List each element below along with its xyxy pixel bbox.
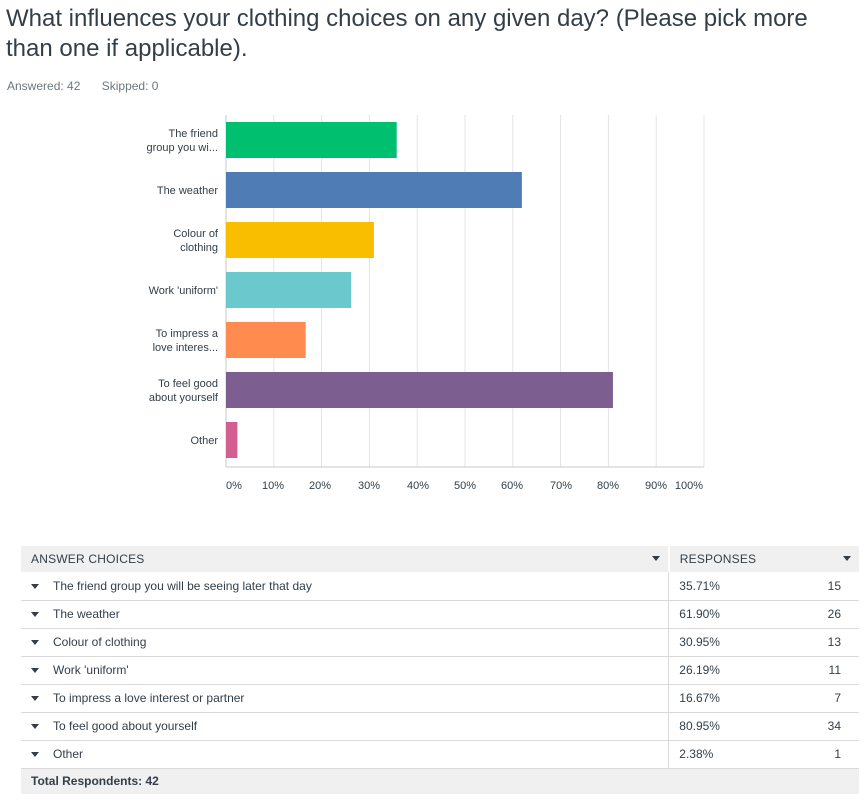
table-row: The friend group you will be seeing late… <box>21 572 859 600</box>
response-count: 11 <box>828 663 841 677</box>
response-stats: Answered: 42 Skipped: 0 <box>7 79 176 93</box>
bar[interactable] <box>226 272 352 308</box>
response-count: 7 <box>834 691 841 705</box>
response-percent: 26.19% <box>679 663 720 677</box>
table-row: The weather 61.90% 26 <box>21 600 859 628</box>
table-row: Colour of clothing 30.95% 13 <box>21 628 859 656</box>
x-tick-label: 30% <box>358 480 380 492</box>
x-tick-label: 70% <box>550 480 572 492</box>
response-count: 15 <box>827 578 841 593</box>
answer-label: Colour of clothing <box>53 635 147 649</box>
expand-caret-icon[interactable] <box>31 724 39 730</box>
expand-caret-icon[interactable] <box>31 612 39 618</box>
answer-choices-header-label: ANSWER CHOICES <box>31 552 145 566</box>
expand-caret-icon[interactable] <box>31 640 39 646</box>
category-label: group you wi... <box>146 142 218 154</box>
total-row: Total Respondents: 42 <box>21 768 859 794</box>
category-label: Colour of <box>173 228 219 240</box>
category-label: clothing <box>180 242 218 254</box>
response-percent: 61.90% <box>679 607 720 621</box>
x-tick-label: 10% <box>262 480 284 492</box>
total-respondents: Total Respondents: 42 <box>31 774 159 789</box>
table-header-row: ANSWER CHOICES RESPONSES <box>21 546 859 572</box>
sort-caret-icon[interactable] <box>651 556 660 561</box>
bar[interactable] <box>226 372 613 408</box>
answer-cell[interactable]: To impress a love interest or partner <box>21 684 670 712</box>
x-tick-label: 100% <box>675 480 703 492</box>
response-count: 34 <box>827 719 841 733</box>
category-label: love interes... <box>153 342 218 354</box>
x-tick-label: 80% <box>597 480 619 492</box>
answer-cell[interactable]: The weather <box>21 600 670 628</box>
response-count: 13 <box>827 635 841 649</box>
answer-label: The weather <box>53 607 120 621</box>
category-label: about yourself <box>149 392 219 404</box>
response-count: 26 <box>827 607 841 621</box>
skipped-count: Skipped: 0 <box>101 79 159 93</box>
category-label: The weather <box>157 185 218 197</box>
answer-cell[interactable]: The friend group you will be seeing late… <box>21 572 670 600</box>
category-label: To impress a <box>156 328 219 340</box>
answer-label: Other <box>53 747 84 761</box>
responses-table: ANSWER CHOICES RESPONSES The friend grou… <box>21 546 859 794</box>
x-tick-label: 40% <box>407 480 429 492</box>
answer-cell[interactable]: To feel good about yourself <box>21 712 670 740</box>
response-percent: 16.67% <box>679 691 720 705</box>
category-label: Work 'uniform' <box>149 285 218 297</box>
category-label: The friend <box>168 128 218 140</box>
x-tick-label: 50% <box>454 480 476 492</box>
answer-cell[interactable]: Colour of clothing <box>21 628 670 656</box>
response-count: 1 <box>834 747 841 761</box>
x-tick-label: 90% <box>645 480 667 492</box>
answer-cell[interactable]: Work 'uniform' <box>21 656 670 684</box>
response-percent: 30.95% <box>679 635 720 649</box>
x-tick-label: 60% <box>501 480 523 492</box>
bar[interactable] <box>226 172 522 208</box>
table-row: To feel good about yourself 80.95% 34 <box>21 712 859 740</box>
bar-chart: The friend group you wi... The weather Colo… <box>146 115 705 492</box>
response-percent: 35.71% <box>679 578 720 593</box>
bar[interactable] <box>226 122 397 158</box>
responses-header-label: RESPONSES <box>679 552 757 566</box>
answer-label: Work 'uniform' <box>53 663 129 677</box>
table-row: Other 2.38% 1 <box>21 740 859 768</box>
table-row: To impress a love interest or partner 16.… <box>21 684 859 712</box>
answer-cell[interactable]: Other <box>21 740 670 768</box>
x-tick-label: 20% <box>309 480 331 492</box>
answer-choices-header[interactable]: ANSWER CHOICES <box>21 546 670 572</box>
expand-caret-icon[interactable] <box>31 752 39 758</box>
bar[interactable] <box>226 222 374 258</box>
answer-label: To feel good about yourself <box>53 719 198 733</box>
category-label: To feel good <box>158 378 218 390</box>
bar[interactable] <box>226 422 238 458</box>
sort-caret-icon[interactable] <box>843 556 851 561</box>
category-label: Other <box>190 435 218 447</box>
bar[interactable] <box>226 322 306 358</box>
answer-label: The friend group you will be seeing late… <box>53 578 312 593</box>
answer-label: To impress a love interest or partner <box>53 691 245 705</box>
x-tick-label: 0% <box>226 480 242 492</box>
answered-count: Answered: 42 <box>7 79 81 93</box>
response-percent: 2.38% <box>679 747 714 761</box>
expand-caret-icon[interactable] <box>31 696 39 702</box>
expand-caret-icon[interactable] <box>31 584 39 590</box>
table-row: Work 'uniform' 26.19% 11 <box>21 656 859 684</box>
responses-header[interactable]: RESPONSES <box>669 546 859 572</box>
question-title: What influences your clothing choices on… <box>6 5 808 62</box>
response-percent: 80.95% <box>679 719 720 733</box>
expand-caret-icon[interactable] <box>31 668 39 674</box>
